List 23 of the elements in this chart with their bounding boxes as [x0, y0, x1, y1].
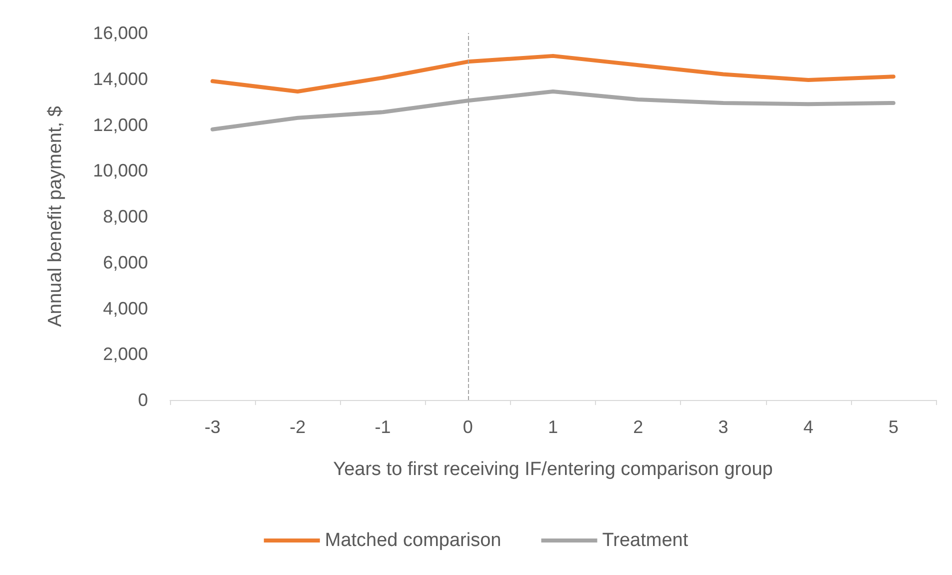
x-tick-label: -2 — [290, 417, 306, 437]
y-tick-label: 4,000 — [102, 298, 148, 318]
y-tick-label: 12,000 — [92, 114, 148, 135]
x-tick-label: 1 — [548, 417, 558, 437]
legend-label: Matched comparison — [324, 530, 502, 551]
y-axis-title: Annual benefit payment, $ — [45, 106, 66, 327]
x-tick-label: -3 — [204, 417, 221, 437]
line-series — [210, 54, 896, 94]
y-tick-label: 2,000 — [102, 344, 148, 364]
x-tick-label: 4 — [803, 417, 814, 437]
x-tick-label: 2 — [633, 417, 644, 437]
y-tick-label: 0 — [138, 390, 148, 410]
x-tick-label: -1 — [374, 417, 391, 437]
x-tick-label: 5 — [888, 417, 898, 437]
x-axis-title: Years to first receiving IF/entering comparison group — [333, 459, 773, 480]
y-tick-label: 10,000 — [92, 160, 148, 181]
y-tick-label: 8,000 — [102, 206, 148, 226]
y-tick-label: 14,000 — [92, 68, 148, 89]
y-tick-label: 16,000 — [92, 23, 148, 43]
legend-label: Treatment — [602, 530, 689, 551]
y-tick-label: 6,000 — [102, 252, 148, 272]
x-tick-label: 3 — [718, 417, 728, 437]
x-tick-label: 0 — [462, 417, 473, 437]
